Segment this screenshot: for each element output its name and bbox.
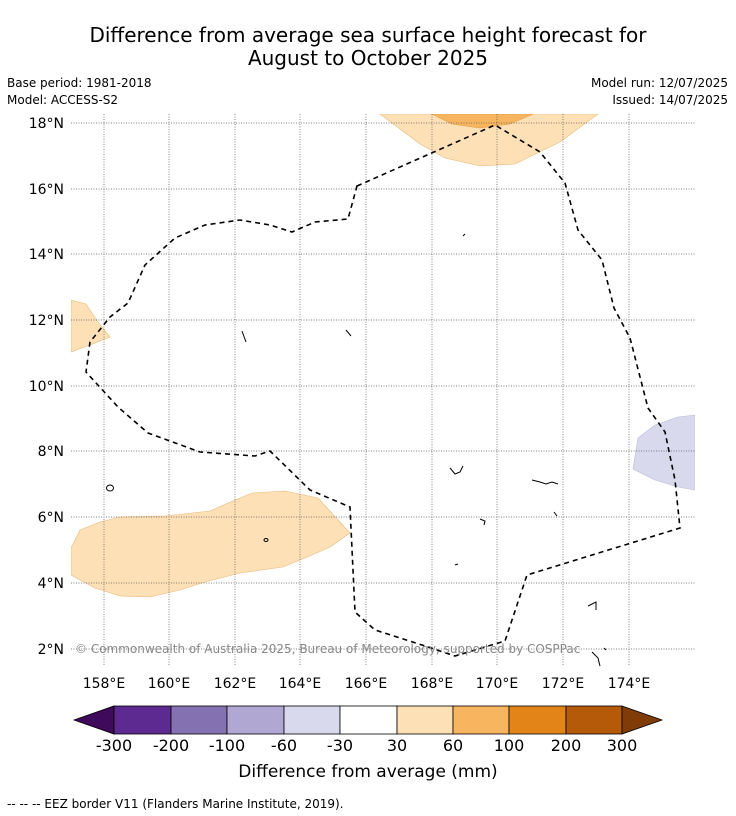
island xyxy=(587,601,597,610)
map-gridlines xyxy=(71,114,695,665)
colorbar-label: Difference from average (mm) xyxy=(238,762,498,782)
latitude-label: 10°N xyxy=(29,379,64,395)
anomaly-region-west-small xyxy=(71,299,111,353)
latitude-label: 6°N xyxy=(38,510,64,526)
colorbar-segment xyxy=(508,705,567,735)
island xyxy=(553,511,558,517)
longitude-label: 164°E xyxy=(279,676,322,692)
colorbar xyxy=(72,705,664,735)
anomaly-region-top-light xyxy=(379,114,599,167)
longitude-label: 160°E xyxy=(148,676,191,692)
longitude-label: 158°E xyxy=(83,676,126,692)
colorbar-tick-label: -60 xyxy=(270,736,298,755)
colorbar-high-extend xyxy=(621,705,664,735)
model-text: Model: ACCESS-S2 xyxy=(7,93,119,107)
colorbar-tick-label: 60 xyxy=(442,736,464,755)
colorbar-segment xyxy=(170,705,228,735)
colorbar-segment xyxy=(452,705,510,735)
chart-title-line-2: August to October 2025 xyxy=(247,46,489,70)
longitude-label: 172°E xyxy=(542,676,585,692)
longitude-label: 166°E xyxy=(345,676,388,692)
island xyxy=(106,484,114,492)
colorbar-tick-label: 200 xyxy=(550,736,582,755)
colorbar-segment xyxy=(283,705,341,735)
issued-text: Issued: 14/07/2025 xyxy=(612,93,728,107)
colorbar-low-extend xyxy=(72,705,115,735)
anomaly-region-top-orange xyxy=(431,114,534,129)
base-period-text: Base period: 1981-2018 xyxy=(7,76,152,90)
latitude-label: 12°N xyxy=(29,313,64,329)
anomaly-region-east-negative xyxy=(632,414,695,491)
island xyxy=(603,647,607,651)
colorbar-tick-label: 100 xyxy=(493,736,525,755)
colorbar-segment xyxy=(113,705,172,735)
island xyxy=(531,479,559,485)
latitude-label: 14°N xyxy=(29,247,64,263)
anomaly-region-southwest xyxy=(71,490,351,598)
latitude-label: 8°N xyxy=(38,444,64,460)
colorbar-segment xyxy=(339,705,398,735)
latitude-labels: 18°N 16°N 14°N 12°N 10°N 8°N 6°N 4°N 2°N xyxy=(29,116,64,658)
colorbar-tick-label: -300 xyxy=(95,736,133,755)
latitude-label: 4°N xyxy=(38,576,64,592)
latitude-label: 2°N xyxy=(38,642,64,658)
longitude-label: 162°E xyxy=(214,676,257,692)
island xyxy=(241,330,247,343)
island xyxy=(454,563,459,566)
colorbar-tick-label: 30 xyxy=(386,736,408,755)
island xyxy=(345,329,352,337)
island xyxy=(591,651,601,667)
island xyxy=(479,518,486,526)
copyright-text: © Commonwealth of Australia 2025, Bureau… xyxy=(75,642,580,656)
latitude-label: 16°N xyxy=(29,182,64,198)
colorbar-tick-label: -200 xyxy=(152,736,190,755)
colorbar-segment xyxy=(226,705,285,735)
island xyxy=(449,465,464,475)
model-run-text: Model run: 12/07/2025 xyxy=(590,76,728,90)
colorbar-segment xyxy=(565,705,623,735)
longitude-label: 170°E xyxy=(476,676,519,692)
island xyxy=(462,233,466,237)
colorbar-tick-label: -30 xyxy=(326,736,354,755)
longitude-label: 168°E xyxy=(411,676,454,692)
colorbar-tick-label: -100 xyxy=(208,736,246,755)
eez-border-footnote: -- -- -- EEZ border V11 (Flanders Marine… xyxy=(7,797,344,811)
longitude-labels: 158°E 160°E 162°E 164°E 166°E 168°E 170°E 172°E… xyxy=(83,676,651,692)
chart-title-line-1: Difference from average sea surface heig… xyxy=(89,23,647,47)
latitude-label: 18°N xyxy=(29,116,64,132)
islands xyxy=(106,233,607,667)
longitude-label: 174°E xyxy=(608,676,651,692)
map-fills xyxy=(71,114,695,598)
colorbar-tick-label: 300 xyxy=(606,736,638,755)
island xyxy=(263,538,269,542)
colorbar-segment xyxy=(396,705,454,735)
